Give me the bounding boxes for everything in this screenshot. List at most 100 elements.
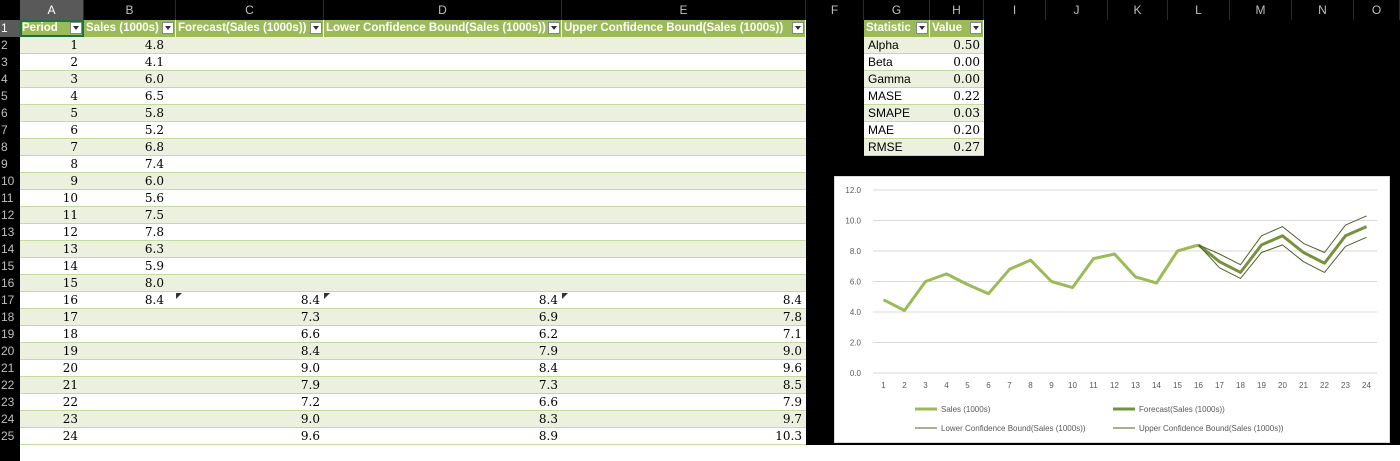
table-cell[interactable]: 10 [62,191,78,205]
filter-dropdown-icon[interactable] [162,22,174,34]
table-cell[interactable]: 11 [62,208,78,222]
table-cell[interactable] [84,394,168,411]
table-cell[interactable]: 7.3 [538,378,558,392]
table-cell[interactable]: 10.3 [775,429,802,443]
table-cell[interactable] [84,377,168,394]
table-cell[interactable] [324,207,562,224]
table-cell[interactable] [176,54,324,71]
column-header-j[interactable]: J [1046,0,1108,20]
table-cell[interactable]: 8 [70,157,78,171]
column-header-f[interactable]: F [806,0,864,20]
row-header-9[interactable]: 9 [1,157,8,171]
column-header-c[interactable]: C [176,0,324,20]
table-cell[interactable] [562,224,806,241]
row-header-12[interactable]: 12 [1,208,15,222]
table-cell[interactable]: 8.0 [144,276,164,290]
row-header-1[interactable]: 1 [0,20,20,37]
table-cell[interactable] [324,105,562,122]
row-header-2[interactable]: 2 [1,38,8,52]
table-cell[interactable]: 8.3 [538,412,558,426]
table-cell[interactable] [176,88,324,105]
table-cell[interactable] [324,71,562,88]
table-cell[interactable] [562,207,806,224]
table-cell[interactable] [562,156,806,173]
stats-value-cell[interactable]: 0.20 [953,123,980,137]
stats-label-cell[interactable]: RMSE [868,140,903,154]
table-cell[interactable] [324,224,562,241]
column-header-o[interactable]: O [1354,0,1400,20]
table-cell[interactable]: 21 [62,378,78,392]
table-cell[interactable]: 6.6 [538,395,558,409]
column-header-a[interactable]: A [20,0,84,20]
table-cell[interactable] [324,88,562,105]
table-cell[interactable] [84,411,168,428]
table-cell[interactable] [562,275,806,292]
table-cell[interactable]: 8.4 [782,293,802,307]
table-cell[interactable] [562,258,806,275]
table-cell[interactable]: 22 [62,395,78,409]
table-cell[interactable] [324,37,562,54]
table-cell[interactable] [176,37,324,54]
table-cell[interactable] [324,122,562,139]
table-cell[interactable]: 6.8 [144,140,164,154]
table-cell[interactable]: 8.4 [300,344,320,358]
table-cell[interactable]: 9.6 [782,361,802,375]
table-cell[interactable]: 8.4 [300,293,320,307]
table-cell[interactable] [324,156,562,173]
row-header-3[interactable]: 3 [1,55,8,69]
row-header-14[interactable]: 14 [1,242,15,256]
table-cell[interactable]: 20 [62,361,78,375]
table-cell[interactable] [562,88,806,105]
table-cell[interactable]: 5.6 [144,191,164,205]
table-cell[interactable] [324,241,562,258]
table-cell[interactable]: 7.9 [538,344,558,358]
stats-header-0[interactable]: Statistic [864,20,930,37]
stats-value-cell[interactable]: 0.27 [953,140,980,154]
column-header-e[interactable]: E [562,0,806,20]
table-cell[interactable] [84,309,168,326]
filter-dropdown-icon[interactable] [792,22,804,34]
table-cell[interactable]: 6.3 [144,242,164,256]
table-cell[interactable] [562,139,806,156]
table-cell[interactable]: 7.8 [782,310,802,324]
table-cell[interactable]: 23 [62,412,78,426]
row-header-20[interactable]: 20 [1,344,15,358]
table-cell[interactable] [176,105,324,122]
table-cell[interactable]: 7.3 [300,310,320,324]
table-cell[interactable] [324,190,562,207]
stats-label-cell[interactable]: SMAPE [868,106,911,120]
select-all-corner[interactable] [0,0,20,20]
table-cell[interactable]: 5.9 [144,259,164,273]
column-header-d[interactable]: D [324,0,562,20]
table-cell[interactable]: 8.4 [144,293,164,307]
table-cell[interactable] [176,258,324,275]
filter-dropdown-icon[interactable] [70,22,82,34]
column-header-m[interactable]: M [1230,0,1292,20]
table-cell[interactable]: 6 [70,123,78,137]
filter-dropdown-icon[interactable] [916,22,928,34]
row-header-4[interactable]: 4 [1,72,8,86]
table-header-4[interactable]: Upper Confidence Bound(Sales (1000s)) [562,20,806,37]
table-cell[interactable] [324,258,562,275]
table-cell[interactable] [176,190,324,207]
row-header-25[interactable]: 25 [1,429,15,443]
table-cell[interactable] [84,428,168,445]
table-cell[interactable]: 5.2 [144,123,164,137]
table-cell[interactable]: 18 [62,327,78,341]
table-cell[interactable] [84,360,168,377]
table-cell[interactable]: 2 [70,55,78,69]
row-header-11[interactable]: 11 [1,191,14,205]
stats-value-cell[interactable]: 0.03 [953,106,980,120]
table-cell[interactable]: 3 [70,72,78,86]
row-header-15[interactable]: 15 [1,259,15,273]
stats-label-cell[interactable]: MASE [868,89,903,103]
table-cell[interactable]: 9 [70,174,78,188]
row-header-23[interactable]: 23 [1,395,15,409]
table-cell[interactable] [176,241,324,258]
table-cell[interactable]: 7.9 [300,378,320,392]
stats-value-cell[interactable]: 0.00 [953,55,980,69]
table-cell[interactable]: 6.6 [300,327,320,341]
table-cell[interactable] [562,37,806,54]
column-header-i[interactable]: I [984,0,1046,20]
forecast-chart[interactable]: 0.0 2.0 4.0 6.0 8.0 10.0 12.0 1 2 3 4 5 6 7 8 9 10 11 12 13… [834,176,1390,443]
